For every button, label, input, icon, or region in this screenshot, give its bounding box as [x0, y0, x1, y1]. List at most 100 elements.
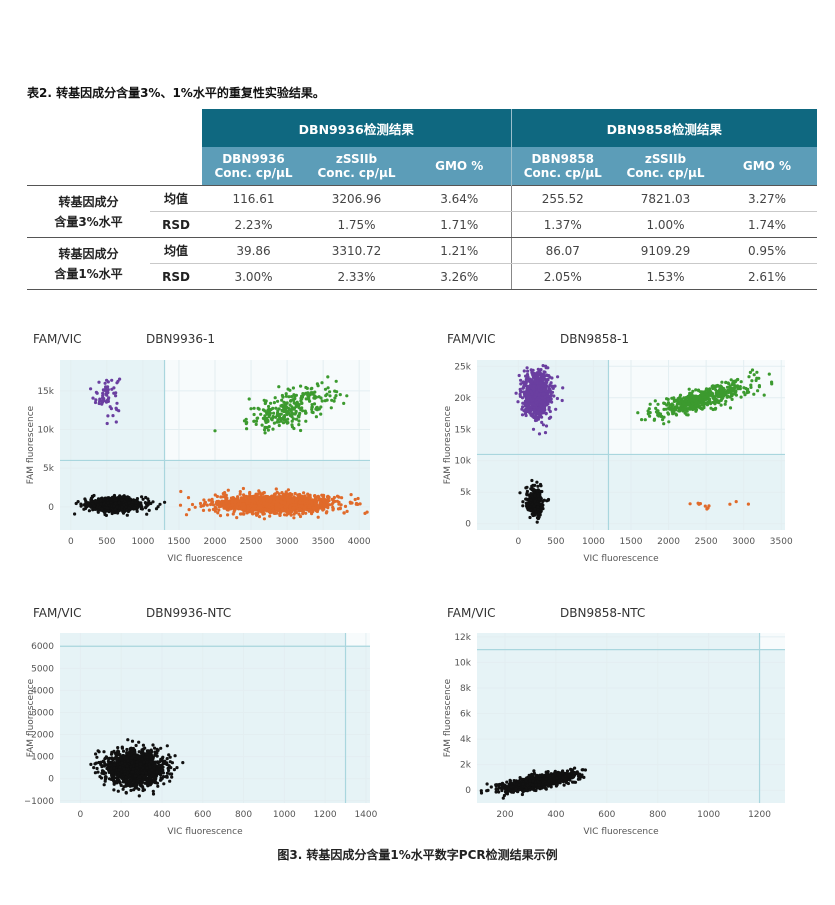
data-point — [213, 509, 217, 513]
data-point — [106, 385, 110, 389]
x-tick-label: 2500 — [240, 537, 263, 547]
data-point — [296, 402, 300, 406]
data-point — [319, 501, 323, 505]
data-point — [539, 404, 543, 408]
data-point — [536, 505, 540, 509]
data-point — [234, 506, 238, 510]
data-point — [338, 507, 342, 511]
data-point — [105, 506, 109, 510]
data-point — [652, 418, 656, 422]
data-point — [290, 405, 294, 409]
data-point — [528, 515, 532, 520]
data-point — [278, 511, 282, 515]
x-tick-label: 500 — [547, 537, 564, 547]
data-point — [294, 405, 298, 409]
data-point — [705, 393, 709, 398]
data-point — [286, 496, 290, 500]
data-point — [547, 416, 551, 420]
data-point — [114, 420, 118, 424]
data-point — [205, 503, 209, 507]
col-header-3: GMO % — [408, 147, 511, 186]
row-group-label: 转基因成分 含量3%水平 — [27, 185, 150, 238]
data-point — [218, 514, 223, 518]
table-cell: 1.00% — [614, 211, 717, 238]
data-point — [239, 503, 243, 507]
data-point — [112, 391, 116, 395]
data-point — [530, 405, 534, 409]
data-point — [299, 428, 303, 433]
data-point — [755, 370, 759, 374]
table-row: RSD 2.23% 1.75% 1.71% 1.37% 1.00% 1.74% — [27, 211, 817, 238]
data-point — [310, 403, 314, 407]
data-point — [696, 501, 700, 505]
data-point — [713, 399, 717, 403]
data-point — [330, 497, 334, 501]
data-point — [711, 393, 715, 397]
data-point — [714, 406, 718, 410]
x-tick-label: 1500 — [168, 537, 191, 547]
data-point — [542, 388, 546, 392]
data-point — [540, 396, 545, 400]
table-cell: 2.33% — [305, 263, 408, 290]
data-point — [521, 500, 525, 504]
data-point — [648, 402, 652, 406]
x-tick-label: 0 — [68, 537, 74, 547]
data-point — [668, 403, 672, 407]
data-point — [190, 502, 195, 507]
data-point — [263, 409, 267, 413]
data-point — [335, 499, 339, 503]
table-cell: 3.27% — [717, 185, 817, 212]
data-point — [233, 502, 237, 506]
x-tick-label: 2500 — [695, 537, 718, 547]
table-cell: 1.75% — [305, 211, 408, 238]
data-point — [186, 496, 191, 500]
data-point — [113, 501, 117, 506]
data-point — [140, 507, 144, 511]
table-cell: 7821.03 — [614, 185, 717, 212]
data-point — [114, 394, 118, 398]
data-point — [184, 513, 189, 517]
data-point — [707, 504, 711, 508]
data-point — [268, 411, 272, 415]
data-point — [113, 507, 117, 512]
data-point — [550, 384, 555, 388]
cluster-vic- — [178, 486, 369, 521]
data-point — [214, 506, 218, 511]
data-point — [288, 388, 292, 392]
data-point — [708, 389, 712, 394]
data-point — [223, 494, 227, 498]
data-point — [672, 399, 676, 403]
data-point — [304, 419, 308, 423]
data-point — [337, 502, 341, 506]
data-point — [353, 497, 357, 502]
table-cell: 1.71% — [408, 211, 511, 238]
data-point — [265, 495, 269, 499]
data-point — [95, 391, 99, 395]
data-point — [303, 409, 307, 413]
data-point — [246, 504, 250, 508]
data-point — [745, 391, 749, 395]
data-point — [104, 389, 108, 393]
data-point — [319, 412, 323, 416]
data-point — [756, 389, 760, 393]
data-point — [544, 364, 548, 368]
data-point — [283, 406, 287, 410]
data-point — [542, 408, 546, 412]
y-tick-label: 5k — [460, 488, 472, 498]
data-point — [252, 406, 256, 410]
data-point — [286, 509, 290, 513]
data-point — [116, 511, 120, 515]
data-point — [535, 520, 539, 524]
data-point — [281, 395, 285, 399]
data-point — [746, 502, 750, 506]
data-point — [118, 377, 122, 381]
data-point — [349, 501, 353, 505]
data-point — [702, 390, 707, 394]
data-point — [541, 392, 546, 396]
data-point — [97, 401, 101, 406]
data-point — [535, 390, 539, 394]
data-point — [667, 420, 671, 424]
data-point — [664, 407, 668, 411]
data-point — [125, 507, 129, 512]
data-point — [263, 414, 267, 418]
